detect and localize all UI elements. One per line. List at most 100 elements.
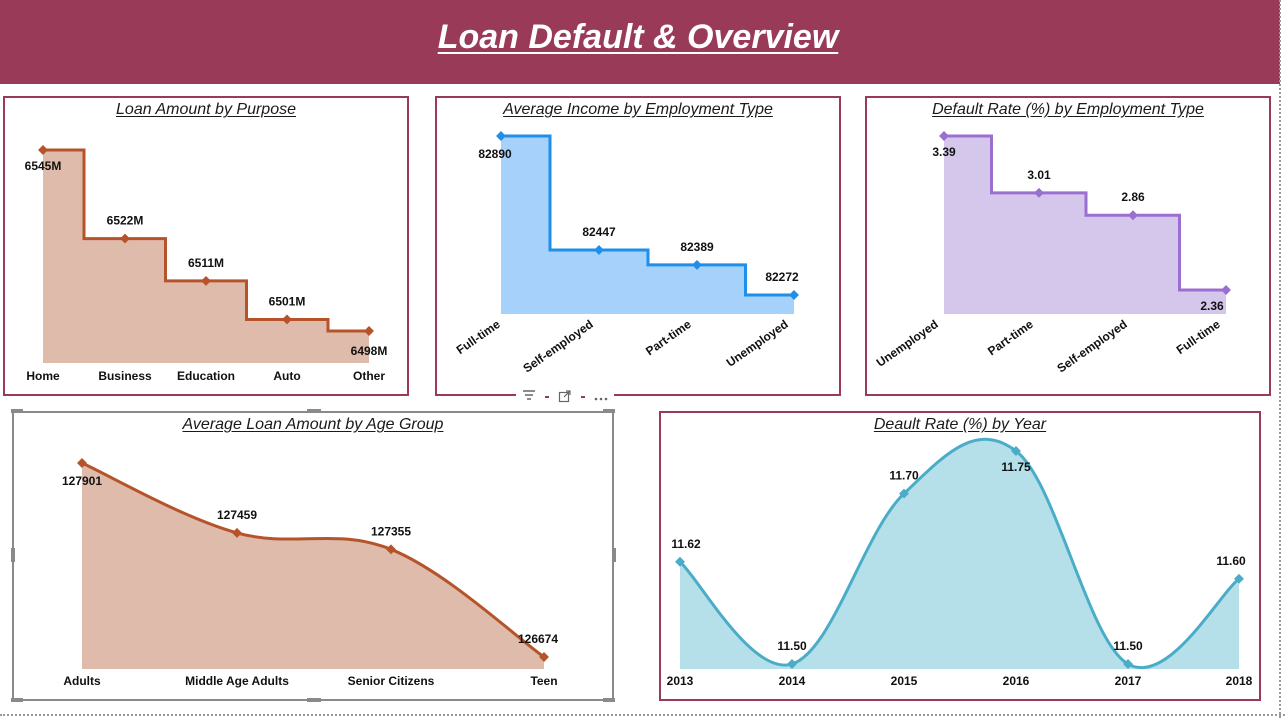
data-label: 82389 [680, 240, 714, 254]
resize-handle-bottom[interactable] [307, 698, 321, 702]
resize-handle-top-left[interactable] [11, 409, 23, 413]
series-line [944, 134, 1226, 292]
chart-title: Loan Amount by Purpose [116, 101, 296, 118]
default-rate-by-employment-chart[interactable]: Default Rate (%) by Employment Type 3.39… [865, 96, 1271, 396]
data-point [939, 131, 949, 141]
chart-title: Default Rate (%) by Employment Type [932, 101, 1204, 118]
area-fill [82, 463, 544, 669]
category-label: Unemployed [874, 317, 941, 370]
category-label: Senior Citizens [348, 674, 435, 688]
visual-header-toolbar [516, 388, 614, 406]
average-loan-age-plot: 127901 Adults 127459 Middle Age Adults 12735… [62, 458, 558, 688]
category-label: 2017 [1115, 674, 1142, 688]
average-loan-by-age-group-chart[interactable]: Average Loan Amount by Age Group 127901 A… [12, 411, 614, 701]
more-options-icon[interactable] [592, 389, 610, 405]
loan-amount-by-purpose-plot: 6545M Home 6522M Business 6511M Education 6501… [25, 145, 388, 383]
data-point [899, 488, 909, 499]
data-label: 11.70 [889, 469, 919, 483]
filter-icon[interactable] [520, 389, 538, 405]
category-label: Other [353, 369, 385, 383]
data-label: 127355 [371, 524, 411, 538]
toolbar-separator [544, 396, 549, 398]
data-point [232, 527, 242, 538]
area-fill [43, 150, 369, 363]
data-label: 2.86 [1121, 190, 1145, 204]
page-title: Loan Default & Overview [437, 18, 839, 56]
data-label: 11.60 [1216, 554, 1246, 568]
series-line [678, 437, 1240, 669]
chart-title: Average Loan Amount by Age Group [182, 416, 444, 433]
toolbar-separator [581, 396, 586, 398]
data-label: 82272 [765, 270, 799, 284]
data-label: 82447 [582, 225, 616, 239]
data-label: 127459 [217, 508, 257, 522]
data-point [201, 275, 211, 286]
resize-handle-bottom-left[interactable] [11, 698, 23, 702]
default-rate-employment-plot: 3.39 Unemployed 3.01 Part-time 2.86 Self-empl… [874, 131, 1231, 376]
data-label: 11.50 [1113, 639, 1143, 653]
default-rate-year-plot: 11.62 2013 11.50 2014 11.70 2015 11.75 2016 11.5… [667, 437, 1253, 688]
data-point [120, 233, 130, 244]
category-label: Teen [530, 674, 557, 688]
data-point [594, 245, 604, 255]
category-label: Auto [273, 369, 300, 383]
data-point [1123, 659, 1133, 669]
data-point [539, 652, 549, 662]
data-point [789, 290, 799, 300]
area-fill [501, 136, 794, 314]
data-label: 6501M [269, 294, 306, 308]
series-line [81, 461, 545, 659]
default-rate-by-year-chart[interactable]: Deault Rate (%) by Year 11.62 2013 11.50 20… [659, 411, 1261, 701]
resize-handle-top[interactable] [307, 409, 321, 413]
data-label: 2.36 [1200, 299, 1224, 313]
category-label: 2014 [779, 674, 806, 688]
resize-handle-top-right[interactable] [603, 409, 615, 413]
data-label: 11.50 [777, 639, 807, 653]
area-fill [944, 136, 1226, 314]
category-label: Part-time [985, 317, 1036, 358]
category-label: Adults [63, 674, 101, 688]
dashboard-header: Loan Default & Overview [0, 0, 1280, 84]
data-label: 82890 [478, 147, 512, 161]
data-point [1128, 210, 1138, 221]
resize-handle-bottom-right[interactable] [603, 698, 615, 702]
data-label: 3.39 [932, 145, 956, 159]
average-income-by-employment-chart[interactable]: Average Income by Employment Type 82890 F… [435, 96, 841, 396]
data-point [1034, 187, 1044, 198]
category-label: 2013 [667, 674, 694, 688]
chart-title: Average Income by Employment Type [503, 101, 773, 118]
data-label: 11.62 [671, 537, 701, 551]
canvas-edge-right [1279, 0, 1281, 718]
data-point [1011, 446, 1021, 456]
data-label: 126674 [518, 632, 558, 646]
focus-mode-icon[interactable] [556, 389, 574, 405]
category-label: 2018 [1226, 674, 1253, 688]
average-income-plot: 82890 Full-time 82447 Self-employed 82389 Par… [454, 131, 799, 376]
data-label: 127901 [62, 474, 102, 488]
series-line [501, 134, 794, 297]
data-label: 6498M [351, 344, 388, 358]
category-label: Self-employed [520, 317, 595, 376]
data-point [787, 659, 797, 669]
resize-handle-left[interactable] [11, 548, 15, 562]
data-point [1234, 573, 1244, 584]
category-label: Unemployed [724, 317, 791, 370]
category-label: 2016 [1003, 674, 1030, 688]
data-label: 3.01 [1027, 168, 1051, 182]
category-label: Full-time [454, 317, 503, 357]
canvas-edge-bottom [0, 714, 1285, 716]
data-label: 6511M [188, 256, 224, 270]
category-label: Self-employed [1054, 317, 1129, 376]
data-label: 6522M [107, 214, 144, 228]
resize-handle-right[interactable] [612, 548, 616, 562]
chart-title: Deault Rate (%) by Year [873, 416, 1047, 433]
category-label: Part-time [643, 317, 694, 358]
data-label: 6545M [25, 159, 62, 173]
area-fill [680, 439, 1239, 669]
category-label: 2015 [891, 674, 918, 688]
data-point [1221, 285, 1231, 295]
category-label: Full-time [1174, 317, 1223, 357]
category-label: Education [177, 369, 235, 383]
data-point [692, 259, 702, 270]
loan-amount-by-purpose-chart[interactable]: Loan Amount by Purpose 6545M Home 6522M Bus… [3, 96, 409, 396]
